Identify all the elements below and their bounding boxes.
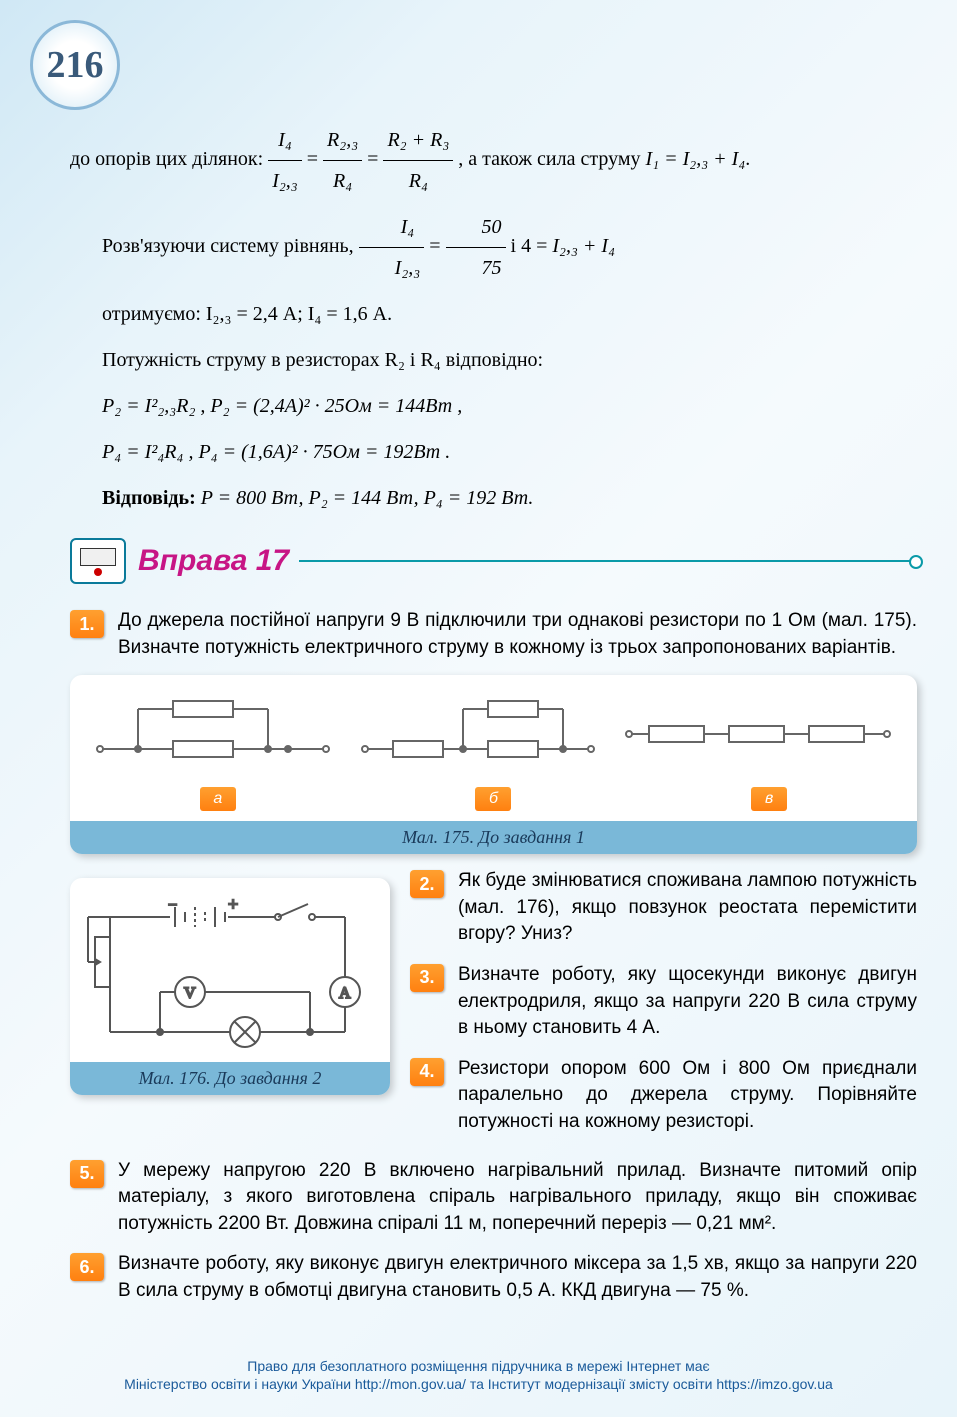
fig-label-a: а bbox=[200, 787, 236, 811]
solution-line-2: Розв'язуючи систему рівнянь, I₄I₂,₃ = 50… bbox=[70, 207, 917, 288]
fig-label-c: в bbox=[751, 787, 787, 811]
solution-line-3: отримуємо: I₂,₃ = 2,4 А; I₄ = 1,6 А. bbox=[70, 294, 917, 334]
page-number: 216 bbox=[47, 43, 104, 87]
page-content: до опорів цих ділянок: I₄I₂,₃ = R₂,₃R₄ =… bbox=[70, 120, 917, 1319]
circuit-176: − + A bbox=[80, 892, 370, 1052]
task-num: 3. bbox=[410, 964, 444, 992]
svg-text:A: A bbox=[339, 985, 351, 1002]
page-number-badge: 216 bbox=[30, 20, 120, 110]
solution-line-4: Потужність струму в резисторах R₂ i R₄ в… bbox=[70, 340, 917, 380]
exercise-rule bbox=[299, 560, 917, 562]
exercise-title: Вправа 17 bbox=[138, 544, 289, 578]
task-num: 1. bbox=[70, 610, 104, 638]
task-text: Визначте роботу, яку щосекунди виконує д… bbox=[458, 962, 917, 1042]
solution-line-6: P₄ = I²₄R₄ , P₄ = (1,6А)² · 75Ом = 192Вт… bbox=[70, 432, 917, 472]
task-text: Як буде змінюватися споживана лампою пот… bbox=[458, 868, 917, 948]
footer-line-1: Право для безоплатного розміщення підруч… bbox=[0, 1357, 957, 1375]
circuit-c bbox=[619, 689, 899, 779]
task-num: 4. bbox=[410, 1058, 444, 1086]
task-4: 4. Резистори опором 600 Ом і 800 Ом приє… bbox=[410, 1056, 917, 1136]
task-1: 1. До джерела постійної напруги 9 В підк… bbox=[70, 608, 917, 661]
task-5: 5. У мережу напругою 220 В включено нагр… bbox=[70, 1158, 917, 1238]
svg-text:−: − bbox=[168, 897, 177, 914]
footer-line-2: Міністерство освіти і науки України http… bbox=[0, 1375, 957, 1393]
meter-icon bbox=[70, 538, 126, 584]
task-6: 6. Визначте роботу, яку виконує двигун е… bbox=[70, 1251, 917, 1304]
solution-answer: Відповідь: P = 800 Вт, P₂ = 144 Вт, P₄ =… bbox=[70, 478, 917, 518]
figure-176: − + A bbox=[70, 878, 390, 1095]
solution-block: до опорів цих ділянок: I₄I₂,₃ = R₂,₃R₄ =… bbox=[70, 120, 917, 518]
task-text: У мережу напругою 220 В включено нагріва… bbox=[118, 1158, 917, 1238]
task-num: 2. bbox=[410, 870, 444, 898]
fig-label-b: б bbox=[475, 787, 511, 811]
task-text: До джерела постійної напруги 9 В підключ… bbox=[118, 608, 917, 661]
task-num: 5. bbox=[70, 1160, 104, 1188]
figure-175: а б в Мал. 175. До завдання 1 bbox=[70, 675, 917, 854]
task-3: 3. Визначте роботу, яку щосекунди викону… bbox=[410, 962, 917, 1042]
footer: Право для безоплатного розміщення підруч… bbox=[0, 1357, 957, 1393]
svg-text:+: + bbox=[228, 894, 238, 914]
task-2: 2. Як буде змінюватися споживана лампою … bbox=[410, 868, 917, 948]
fig175-caption: Мал. 175. До завдання 1 bbox=[70, 821, 917, 854]
task-text: Резистори опором 600 Ом і 800 Ом приєдна… bbox=[458, 1056, 917, 1136]
svg-text:V: V bbox=[184, 985, 196, 1002]
solution-line-5: P₂ = I²₂,₃R₂ , P₂ = (2,4А)² · 25Ом = 144… bbox=[70, 386, 917, 426]
circuit-b bbox=[353, 689, 603, 779]
circuit-a bbox=[88, 689, 338, 779]
task-text: Визначте роботу, яку виконує двигун елек… bbox=[118, 1251, 917, 1304]
task-num: 6. bbox=[70, 1253, 104, 1281]
exercise-header: Вправа 17 bbox=[70, 538, 917, 584]
fig176-caption: Мал. 176. До завдання 2 bbox=[70, 1062, 390, 1095]
solution-line-1: до опорів цих ділянок: I₄I₂,₃ = R₂,₃R₄ =… bbox=[70, 120, 917, 201]
